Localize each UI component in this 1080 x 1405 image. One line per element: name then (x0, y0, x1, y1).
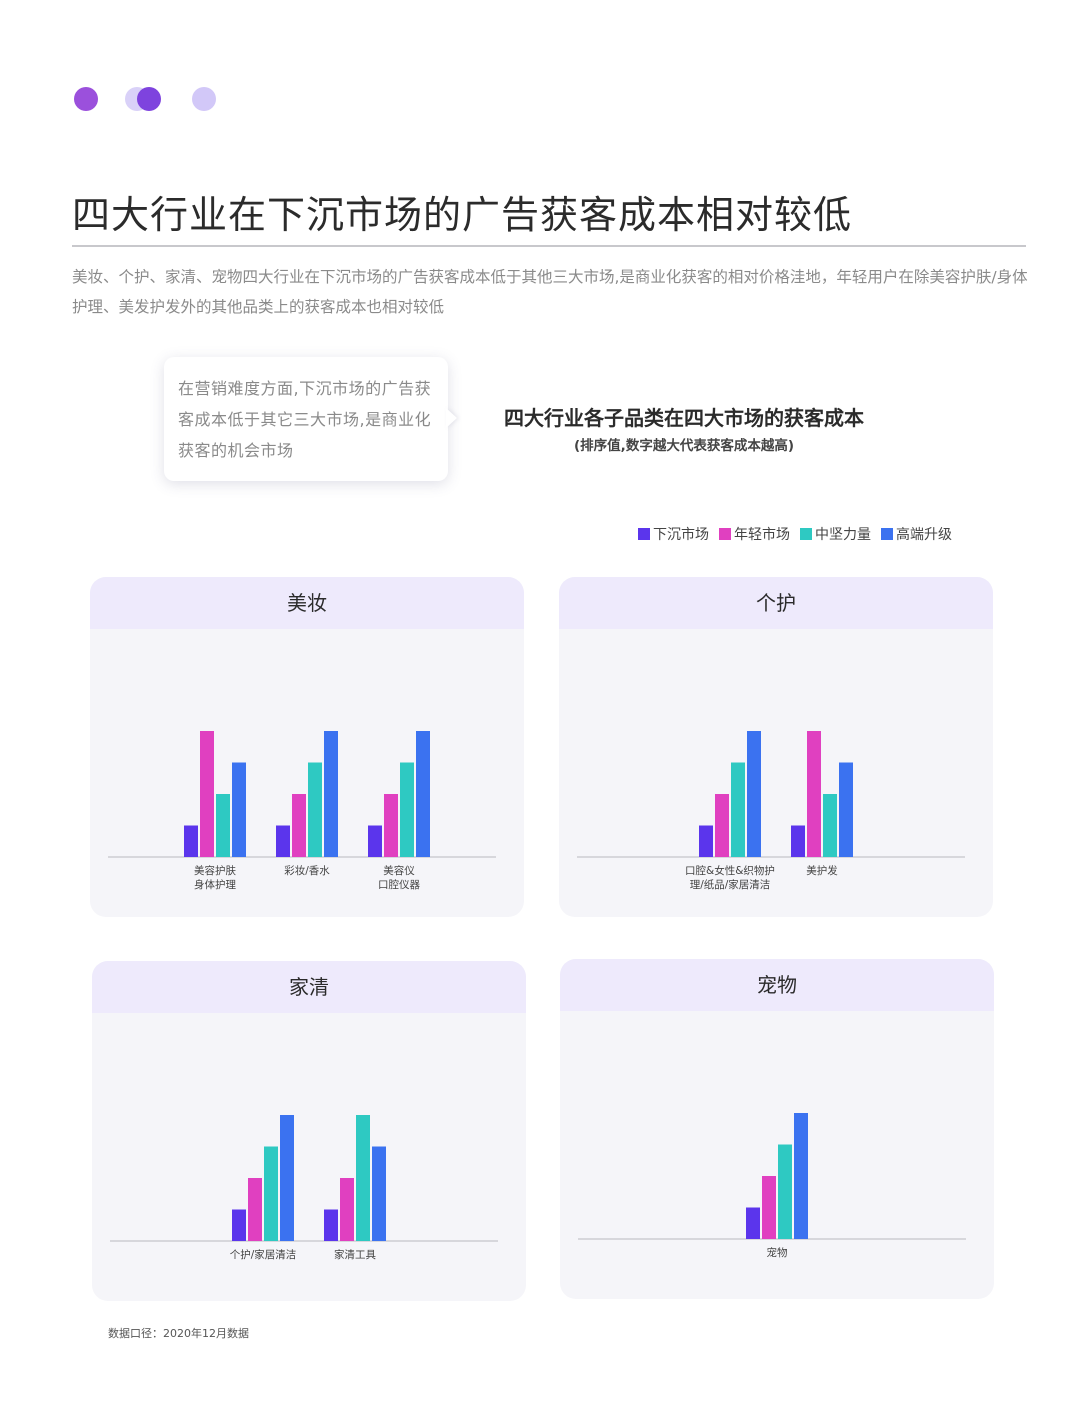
category-label: 个护/家居清洁 (230, 1248, 297, 1261)
bar (216, 794, 230, 857)
category-label: 美容仪 (383, 864, 415, 877)
callout-pointer (446, 408, 457, 428)
panel-title: 个护 (559, 577, 993, 629)
intro-text: 美妆、个护、家清、宠物四大行业在下沉市场的广告获客成本低于其他三大市场,是商业化… (72, 268, 1028, 316)
bar (232, 1209, 246, 1241)
bar (324, 1209, 338, 1241)
bar (368, 825, 382, 857)
bar (400, 762, 414, 857)
bar (839, 762, 853, 857)
legend-item: 中坚力量 (800, 524, 871, 544)
panel-beauty: 美妆 美容护肤 身体护理 彩妆/香水 美容仪 口腔仪器 (90, 577, 524, 917)
legend-item: 高端升级 (881, 524, 952, 544)
legend: 下沉市场 年轻市场 中坚力量 高端升级 (638, 524, 952, 544)
bar (807, 731, 821, 857)
panel-personal-care: 个护 口腔&女性&织物护 理/纸品/家居清洁 美护发 (559, 577, 993, 917)
bar (762, 1176, 776, 1239)
legend-item: 年轻市场 (719, 524, 790, 544)
decor-dot-3 (192, 87, 216, 111)
bar (324, 731, 338, 857)
callout-box: 在营销难度方面,下沉市场的广告获客成本低于其它三大市场,是商业化获客的机会市场 (164, 357, 448, 481)
bar (248, 1178, 262, 1241)
bar (184, 825, 198, 857)
chart-title: 四大行业各子品类在四大市场的获客成本 (504, 406, 864, 430)
legend-label: 下沉市场 (653, 527, 709, 543)
decor-dot-2-front (137, 87, 161, 111)
legend-label: 高端升级 (896, 527, 952, 543)
category-label: 美护发 (806, 864, 838, 877)
panel-home-cleaning: 家清 个护/家居清洁 家清工具 (92, 961, 526, 1301)
category-label: 家清工具 (334, 1248, 376, 1261)
bar (416, 731, 430, 857)
category-label: 理/纸品/家居清洁 (690, 878, 771, 891)
bar (699, 825, 713, 857)
legend-label: 年轻市场 (734, 527, 790, 543)
callout-text: 在营销难度方面,下沉市场的广告获客成本低于其它三大市场,是商业化获客的机会市场 (178, 379, 432, 460)
bar (823, 794, 837, 857)
bar (276, 825, 290, 857)
bar (778, 1144, 792, 1239)
bar (264, 1146, 278, 1241)
bar-chart-home-cleaning: 个护/家居清洁 家清工具 (110, 1115, 498, 1261)
legend-swatch (881, 528, 893, 540)
bar (232, 762, 246, 857)
bar (715, 794, 729, 857)
bar (791, 825, 805, 857)
panel-pets: 宠物 宠物 (560, 959, 994, 1299)
legend-swatch (800, 528, 812, 540)
decor-dot-1 (74, 87, 98, 111)
bar (280, 1115, 294, 1241)
bar (308, 762, 322, 857)
page-title: 四大行业在下沉市场的广告获客成本相对较低 (72, 193, 853, 237)
bar (340, 1178, 354, 1241)
bar (731, 762, 745, 857)
panel-title: 家清 (92, 961, 526, 1013)
category-label: 口腔&女性&织物护 (685, 864, 775, 877)
footnote: 数据口径：2020年12月数据 (108, 1327, 249, 1340)
title-divider (72, 245, 1026, 247)
legend-label: 中坚力量 (815, 527, 871, 543)
legend-swatch (638, 528, 650, 540)
bar (747, 731, 761, 857)
panel-title: 美妆 (90, 577, 524, 629)
category-label: 身体护理 (194, 878, 236, 891)
panel-title: 宠物 (560, 959, 994, 1011)
bar (292, 794, 306, 857)
bar (200, 731, 214, 857)
category-label: 美容护肤 (194, 864, 236, 877)
bar (372, 1146, 386, 1241)
bar (794, 1113, 808, 1239)
category-label: 彩妆/香水 (284, 864, 330, 877)
legend-swatch (719, 528, 731, 540)
bar (356, 1115, 370, 1241)
category-label: 宠物 (767, 1246, 788, 1259)
legend-item: 下沉市场 (638, 524, 709, 544)
category-label: 口腔仪器 (378, 878, 420, 891)
bar (384, 794, 398, 857)
chart-subtitle: (排序值,数字越大代表获客成本越高) (574, 438, 794, 454)
bar (746, 1207, 760, 1239)
bar-chart-pets: 宠物 (578, 1113, 966, 1259)
